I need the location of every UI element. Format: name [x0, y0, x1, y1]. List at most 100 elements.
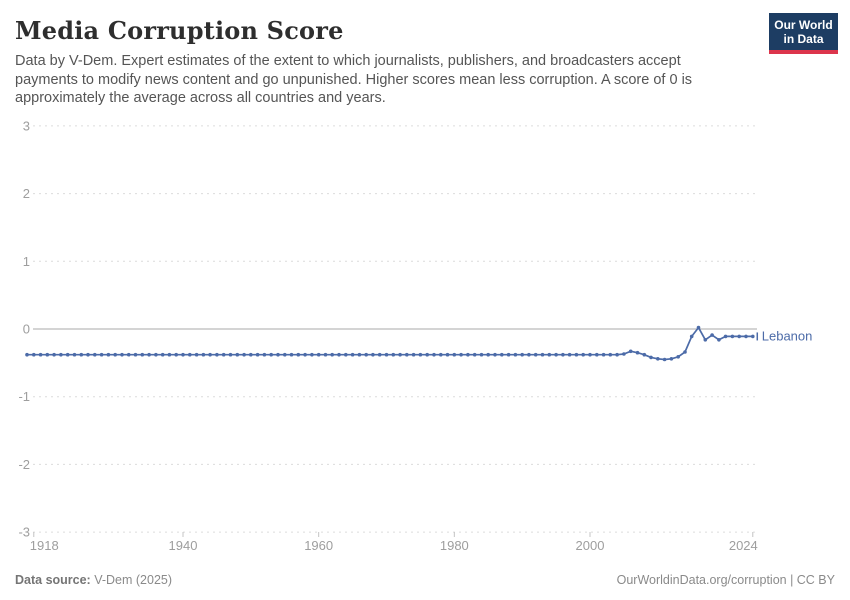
data-point[interactable]	[235, 352, 240, 357]
data-point[interactable]	[344, 352, 348, 357]
data-point[interactable]	[79, 352, 84, 357]
data-point[interactable]	[371, 352, 375, 357]
data-point[interactable]	[357, 352, 362, 357]
data-point[interactable]	[723, 334, 728, 339]
data-point[interactable]	[744, 334, 748, 339]
data-point[interactable]	[628, 349, 633, 354]
data-point[interactable]	[154, 352, 158, 357]
data-point[interactable]	[38, 352, 43, 357]
data-point[interactable]	[310, 352, 314, 357]
data-point[interactable]	[649, 355, 653, 360]
data-point[interactable]	[717, 338, 721, 342]
data-point[interactable]	[316, 352, 321, 357]
data-point[interactable]	[188, 352, 192, 357]
owid-logo[interactable]: Our World in Data	[769, 13, 838, 55]
data-point[interactable]	[283, 352, 287, 357]
data-point[interactable]	[445, 352, 450, 357]
data-point[interactable]	[439, 352, 443, 357]
data-point[interactable]	[330, 352, 335, 357]
data-point[interactable]	[730, 334, 735, 339]
data-point[interactable]	[452, 352, 457, 357]
series-label-lebanon[interactable]: Lebanon	[762, 329, 813, 344]
data-point[interactable]	[601, 352, 606, 357]
data-point[interactable]	[425, 352, 430, 357]
data-point[interactable]	[133, 352, 138, 357]
data-point[interactable]	[486, 352, 491, 357]
data-point[interactable]	[228, 352, 233, 357]
data-point[interactable]	[561, 352, 565, 357]
data-point[interactable]	[405, 352, 409, 357]
data-point[interactable]	[323, 352, 328, 357]
data-point[interactable]	[676, 355, 680, 359]
data-point[interactable]	[160, 352, 165, 357]
data-point[interactable]	[72, 352, 77, 357]
credit-link[interactable]: OurWorldinData.org/corruption | CC BY	[616, 573, 835, 587]
data-point[interactable]	[147, 352, 151, 357]
data-point[interactable]	[296, 352, 301, 357]
data-point[interactable]	[174, 352, 178, 357]
data-point[interactable]	[255, 352, 260, 357]
data-point[interactable]	[106, 352, 111, 357]
data-point[interactable]	[276, 352, 280, 357]
data-point[interactable]	[459, 352, 463, 357]
data-point[interactable]	[59, 352, 63, 357]
data-point[interactable]	[411, 352, 416, 357]
data-point[interactable]	[120, 352, 124, 357]
data-point[interactable]	[303, 352, 307, 357]
data-point[interactable]	[52, 352, 56, 357]
data-point[interactable]	[622, 352, 626, 356]
data-point[interactable]	[540, 352, 545, 357]
data-point[interactable]	[242, 352, 246, 357]
data-point[interactable]	[93, 352, 97, 357]
data-point[interactable]	[737, 334, 741, 339]
data-point[interactable]	[249, 352, 253, 357]
data-point[interactable]	[533, 352, 538, 357]
data-point[interactable]	[364, 352, 369, 357]
series-points-lebanon[interactable]	[25, 325, 755, 362]
data-point[interactable]	[479, 352, 484, 357]
data-point[interactable]	[126, 352, 131, 357]
data-point[interactable]	[377, 352, 382, 357]
data-point[interactable]	[215, 352, 219, 357]
data-point[interactable]	[221, 352, 226, 357]
data-point[interactable]	[140, 352, 145, 357]
data-point[interactable]	[25, 352, 29, 357]
data-point[interactable]	[513, 352, 518, 357]
data-point[interactable]	[588, 352, 592, 357]
data-point[interactable]	[493, 352, 497, 357]
data-point[interactable]	[86, 352, 90, 357]
data-point[interactable]	[581, 352, 585, 357]
data-point[interactable]	[466, 352, 470, 357]
data-point[interactable]	[595, 352, 599, 357]
data-point[interactable]	[113, 352, 117, 357]
data-point[interactable]	[642, 352, 647, 357]
data-point[interactable]	[262, 352, 267, 357]
data-point[interactable]	[751, 334, 755, 339]
data-point[interactable]	[391, 352, 396, 357]
data-point[interactable]	[608, 352, 613, 357]
data-point[interactable]	[689, 334, 694, 339]
data-point[interactable]	[201, 352, 206, 357]
data-point[interactable]	[703, 338, 708, 342]
data-point[interactable]	[656, 357, 660, 361]
data-point[interactable]	[520, 352, 524, 357]
data-point[interactable]	[500, 352, 504, 357]
data-point[interactable]	[45, 352, 50, 357]
data-point[interactable]	[554, 352, 558, 357]
data-point[interactable]	[547, 352, 552, 357]
data-point[interactable]	[696, 325, 701, 330]
data-point[interactable]	[208, 352, 212, 357]
data-point[interactable]	[384, 352, 389, 357]
data-point[interactable]	[683, 350, 687, 354]
data-point[interactable]	[615, 352, 619, 357]
data-point[interactable]	[635, 350, 640, 355]
data-point[interactable]	[398, 352, 402, 357]
data-point[interactable]	[167, 352, 172, 357]
data-point[interactable]	[194, 352, 199, 357]
data-point[interactable]	[65, 352, 70, 357]
data-point[interactable]	[32, 352, 36, 357]
data-point[interactable]	[418, 352, 423, 357]
data-point[interactable]	[506, 352, 511, 357]
data-point[interactable]	[669, 357, 674, 361]
